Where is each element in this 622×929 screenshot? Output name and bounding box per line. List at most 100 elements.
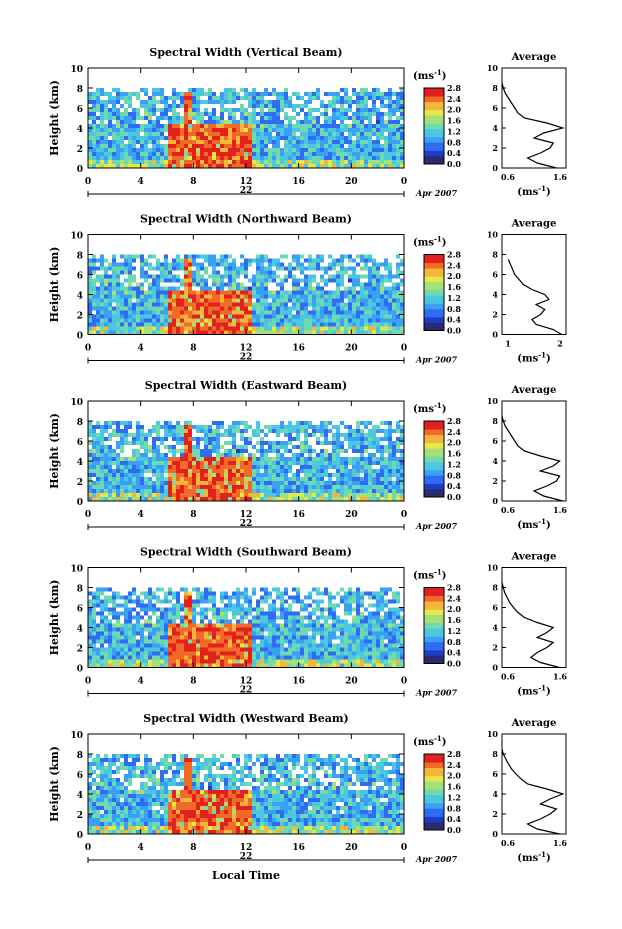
heatmap-cell: [156, 425, 160, 429]
heatmap-cell: [356, 100, 360, 104]
heatmap-cell: [396, 477, 400, 481]
heatmap-cell: [140, 310, 144, 315]
heatmap-cell: [116, 302, 120, 307]
heatmap-cell: [168, 160, 172, 164]
heatmap-cell: [176, 112, 180, 116]
heatmap-cell: [200, 148, 204, 152]
heatmap-cell: [108, 489, 112, 493]
heatmap-cell: [356, 433, 360, 437]
heatmap-cell: [400, 302, 404, 307]
heatmap-cell: [180, 441, 184, 445]
heatmap-cell: [180, 631, 184, 636]
heatmap-cell: [284, 429, 288, 433]
colorbar-swatch: [424, 437, 444, 441]
heatmap-cell: [192, 92, 196, 96]
heatmap-cell: [164, 156, 168, 160]
heatmap-cell: [216, 627, 220, 632]
heatmap-cell: [264, 136, 268, 140]
heatmap-cell: [196, 120, 200, 124]
heatmap-cell: [140, 607, 144, 612]
heatmap-cell: [156, 286, 160, 291]
heatmap-cell: [280, 481, 284, 485]
colorbar-swatch: [424, 467, 444, 471]
heatmap-cell: [308, 100, 312, 104]
heatmap-cell: [176, 326, 180, 331]
heatmap-cell: [260, 270, 264, 275]
heatmap-cell: [356, 278, 360, 283]
heatmap-cell: [336, 465, 340, 469]
heatmap-cell: [132, 461, 136, 465]
heatmap-cell: [292, 274, 296, 279]
heatmap-cell: [92, 489, 96, 493]
heatmap-cell: [176, 429, 180, 433]
heatmap-cell: [328, 120, 332, 124]
heatmap-cell: [100, 489, 104, 493]
heatmap-cell: [140, 457, 144, 461]
heatmap-cell: [116, 457, 120, 461]
heatmap-cell: [276, 481, 280, 485]
heatmap-cell: [196, 156, 200, 160]
heatmap-cell: [152, 294, 156, 299]
heatmap-cell: [88, 643, 92, 648]
heatmap-cell: [184, 457, 188, 461]
heatmap-cell: [340, 485, 344, 489]
heatmap-cell: [280, 286, 284, 291]
heatmap-cell: [396, 270, 400, 275]
heatmap-cell: [116, 489, 120, 493]
heatmap-cell: [212, 651, 216, 656]
heatmap-cell: [120, 120, 124, 124]
heatmap-cell: [208, 473, 212, 477]
heatmap-cell: [96, 481, 100, 485]
heatmap-cell: [248, 302, 252, 307]
heatmap-cell: [92, 647, 96, 652]
heatmap-cell: [364, 477, 368, 481]
heatmap-cell: [168, 270, 172, 275]
heatmap-cell: [104, 286, 108, 291]
heatmap-cell: [128, 96, 132, 100]
heatmap-cell: [392, 322, 396, 327]
heatmap-cell: [372, 310, 376, 315]
heatmap-cell: [320, 266, 324, 271]
heatmap-cell: [104, 152, 108, 156]
heatmap-cell: [256, 132, 260, 136]
heatmap-cell: [268, 465, 272, 469]
heatmap-cell: [244, 92, 248, 96]
heatmap-cell: [104, 322, 108, 327]
heatmap-cell: [376, 266, 380, 271]
heatmap-cell: [224, 318, 228, 323]
heatmap-cell: [88, 615, 92, 620]
heatmap-cell: [192, 262, 196, 267]
heatmap-cell: [368, 302, 372, 307]
heatmap-cell: [216, 635, 220, 640]
heatmap-cell: [276, 104, 280, 108]
heatmap-cell: [172, 326, 176, 331]
heatmap-cell: [128, 314, 132, 319]
heatmap-cell: [388, 108, 392, 112]
heatmap-cell: [164, 477, 168, 481]
heatmap-cell: [164, 651, 168, 656]
heatmap-cell: [376, 294, 380, 299]
heatmap-cell: [216, 124, 220, 128]
colorbar-swatch: [424, 158, 444, 162]
heatmap-cell: [368, 112, 372, 116]
heatmap-cell: [284, 104, 288, 108]
heatmap-cell: [88, 461, 92, 465]
heatmap-cell: [304, 481, 308, 485]
y-axis-label: Height (km): [48, 247, 61, 323]
heatmap-cell: [92, 96, 96, 100]
heatmap-cell: [380, 298, 384, 303]
heatmap-cell: [228, 140, 232, 144]
heatmap-cell: [144, 310, 148, 315]
heatmap-cell: [148, 136, 152, 140]
heatmap-cell: [364, 132, 368, 136]
heatmap-cell: [192, 306, 196, 311]
heatmap-cell: [144, 88, 148, 92]
heatmap-cell: [224, 489, 228, 493]
heatmap-cell: [264, 310, 268, 315]
heatmap-cell: [320, 124, 324, 128]
heatmap-cell: [344, 449, 348, 453]
heatmap-cell: [108, 587, 112, 592]
heatmap-cell: [144, 445, 148, 449]
heatmap-cell: [356, 262, 360, 267]
heatmap-cell: [200, 318, 204, 323]
